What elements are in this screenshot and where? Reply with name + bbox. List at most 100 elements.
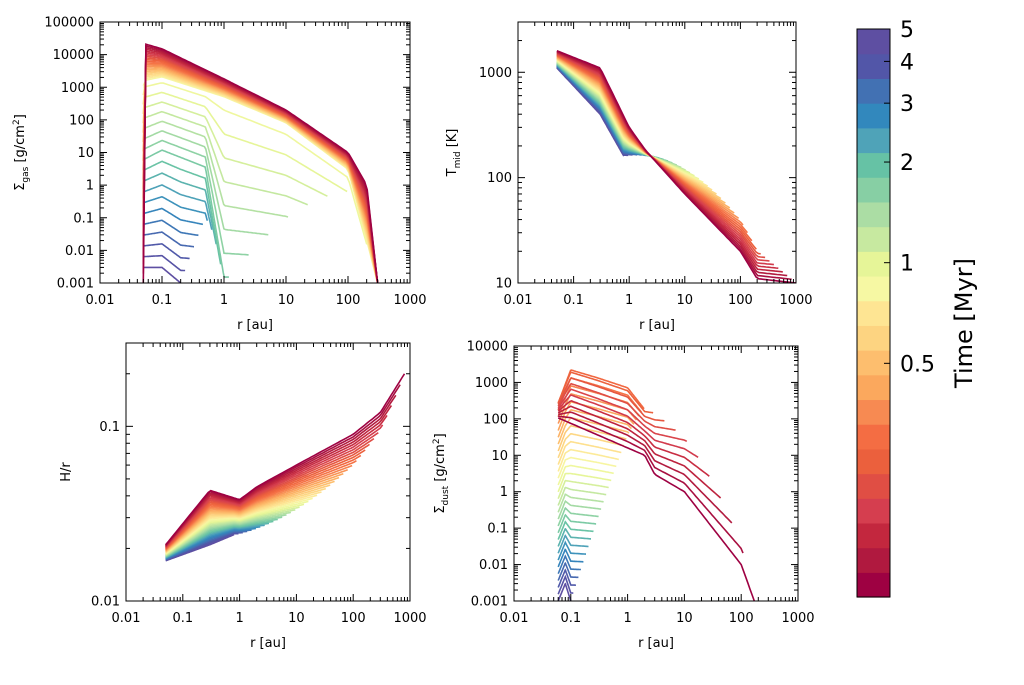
y-tick-label: 1: [86, 179, 94, 194]
panel-aspect-ratio: 0.01 0.1 1 10 100 1000 0.01 0.1 r [au] H/r: [59, 342, 427, 651]
y-label-sym: Σ: [13, 183, 28, 191]
x-tick-label: 0.1: [560, 611, 581, 626]
series-line: [557, 534, 589, 554]
series-line: [557, 479, 609, 499]
x-tick-label: 100: [729, 611, 754, 626]
y-tick-label: 10: [491, 449, 508, 464]
series-line: [557, 548, 584, 568]
colorbar-segment: [857, 275, 890, 302]
x-tick-label: 1: [623, 611, 631, 626]
series-line: [557, 582, 572, 601]
y-tick-label: 10000: [53, 48, 94, 63]
y-tick-label: 0.1: [99, 420, 120, 435]
y-label-sym: Σ: [433, 505, 448, 513]
x-tick-label: 0.01: [112, 611, 141, 626]
series-line: [557, 527, 591, 547]
colorbar-segment: [857, 127, 890, 154]
colorbar-tick-label: 4: [900, 50, 914, 75]
colorbar-segment: [857, 473, 890, 499]
y-label-unit: [g/cm: [13, 125, 28, 167]
panels: 0.01 0.1 1 10 100 10000.0010.010.111010010001…: [12, 16, 815, 652]
series-line: [557, 493, 604, 513]
x-tick-label: 0.1: [172, 611, 193, 626]
series-line: [557, 388, 688, 443]
x-axis-label: r [au]: [237, 318, 273, 333]
y-axis-label: Σdust [g/cm2]: [432, 433, 451, 513]
x-tick-label: 0.01: [504, 293, 533, 308]
series-line: [142, 55, 379, 283]
series-line: [557, 369, 645, 410]
series-line: [558, 411, 733, 524]
plot-frame: [513, 345, 799, 602]
colorbar-label: Time [Myr]: [950, 258, 978, 389]
x-tick-label: 0.01: [500, 611, 529, 626]
series-line: [143, 207, 204, 226]
x-tick-label: 0.01: [86, 293, 115, 308]
x-tick-label: 10: [288, 611, 305, 626]
series-line: [557, 456, 617, 479]
colorbar-tick-label: 2: [900, 151, 914, 176]
series-line: [142, 139, 249, 256]
series-group: [556, 50, 796, 283]
colorbar-segment: [857, 424, 890, 450]
colorbar-segment: [857, 522, 890, 549]
y-axis-label: Σgas [g/cm2]: [12, 114, 31, 191]
y-tick-label: 1000: [475, 376, 508, 391]
y-label-sup: 2: [12, 119, 22, 125]
y-tick-label: 100: [69, 113, 94, 128]
y-label-unit: [K]: [445, 129, 460, 152]
series-line: [165, 487, 327, 553]
colorbar-segment: [857, 103, 890, 129]
colorbar-segment: [857, 448, 890, 475]
colorbar-segment: [857, 350, 890, 376]
series-line: [165, 424, 384, 548]
colorbar-tick-label: 0.5: [900, 352, 935, 377]
series-line: [557, 400, 710, 477]
series-line: [143, 231, 194, 248]
x-tick-label: 1000: [393, 611, 426, 626]
y-tick-label: 100000: [44, 16, 94, 31]
y-label-end: ]: [13, 114, 28, 119]
series-line: [557, 554, 581, 575]
series-line: [142, 57, 379, 283]
colorbar-segment: [857, 53, 890, 79]
panel-surface-density-dust: 0.01 0.1 1 10 100 10000.0010.010.111010010001…: [432, 340, 815, 652]
plot-frame: [125, 342, 411, 602]
y-label-sub: gas: [21, 166, 31, 182]
colorbar-segment: [857, 29, 890, 55]
series-line: [143, 110, 308, 206]
series-line: [557, 416, 630, 445]
x-tick-label: 100: [336, 293, 361, 308]
colorbar-segment: [857, 399, 890, 425]
colorbar-tick-label: 3: [900, 92, 914, 117]
colorbar-segment: [857, 177, 890, 203]
series-line: [165, 373, 406, 546]
series-line: [557, 506, 599, 527]
x-tick-label: 0.1: [563, 293, 584, 308]
x-tick-label: 1000: [393, 293, 426, 308]
series-line: [143, 195, 209, 221]
x-tick-label: 1: [235, 611, 243, 626]
series-group: [557, 369, 756, 601]
series-line: [142, 60, 379, 283]
x-axis-label: r [au]: [638, 636, 674, 651]
series-line: [143, 243, 190, 260]
series-line: [557, 486, 607, 506]
y-tick-label: 0.01: [91, 595, 120, 610]
x-tick-label: 10: [278, 293, 295, 308]
series-line: [165, 443, 370, 549]
y-axis-label: H/r: [59, 462, 74, 482]
x-tick-label: 1: [220, 293, 228, 308]
y-label-sub: dust: [441, 485, 451, 505]
x-tick-label: 100: [341, 611, 366, 626]
series-line: [165, 491, 322, 554]
colorbar-segment: [857, 374, 890, 401]
series-line: [143, 120, 289, 218]
x-tick-label: 10: [677, 293, 694, 308]
x-axis-label: r [au]: [250, 636, 286, 651]
x-tick-label: 1000: [779, 293, 812, 308]
series-line: [557, 561, 579, 581]
series-group: [142, 43, 379, 283]
y-tick-label: 0.01: [65, 244, 94, 259]
